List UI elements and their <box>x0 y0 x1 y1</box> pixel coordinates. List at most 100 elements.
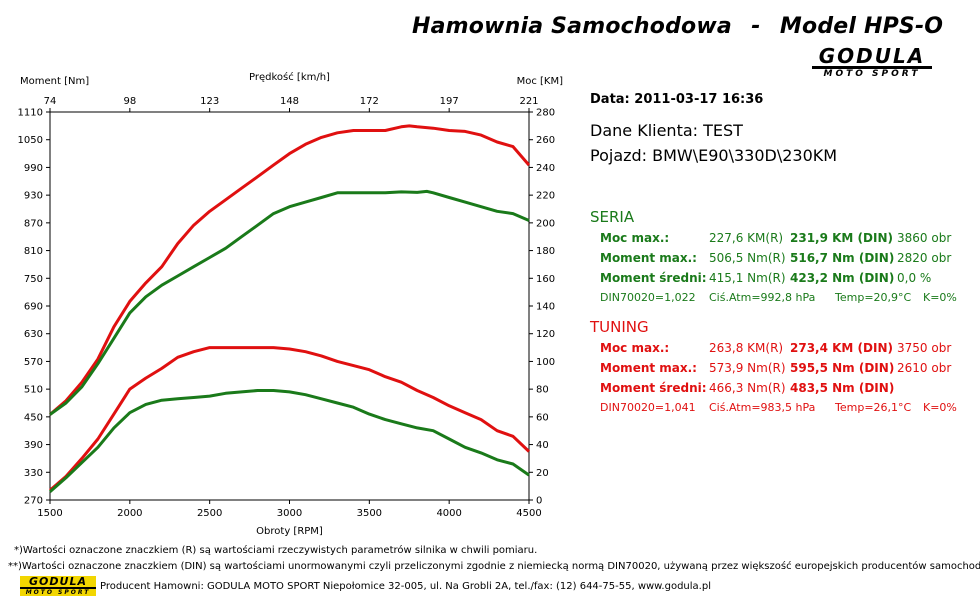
x-tick-label: 1500 <box>37 508 62 519</box>
seria-power-din: 231,9 KM (DIN) <box>790 231 893 245</box>
y-axis-left-label: Moment [Nm] <box>20 76 89 87</box>
seria-power-label: Moc max.: <box>600 231 670 245</box>
left-tick-label: 270 <box>24 496 43 507</box>
right-tick-label: 100 <box>536 357 555 368</box>
tuning-avg-label: Moment średni: <box>600 381 707 395</box>
top-tick-label: 221 <box>519 96 538 107</box>
x-tick-label: 4500 <box>516 508 541 519</box>
top-tick-label: 74 <box>44 96 57 107</box>
title-separator: - <box>751 14 761 39</box>
x-tick-label: 3000 <box>277 508 302 519</box>
left-tick-label: 390 <box>24 440 43 451</box>
top-tick-label: 148 <box>280 96 299 107</box>
y-axis-right-label: Moc [KM] <box>517 76 564 87</box>
logo-main: GODULA <box>812 46 932 69</box>
seria-avg-r: 415,1 Nm(R) <box>709 271 786 285</box>
right-tick-label: 40 <box>536 440 549 451</box>
footer-logo: GODULA MOTO SPORT <box>20 576 96 596</box>
tuning-din-factor: DIN70020=1,041 <box>600 401 696 414</box>
godula-logo: GODULA MOTO SPORT <box>812 46 932 80</box>
tuning-power-r: 263,8 KM(R) <box>709 341 784 355</box>
seria-torque-rpm: 2820 obr <box>897 251 952 265</box>
seria-power-rpm: 3860 obr <box>897 231 952 245</box>
logo-sub: MOTO SPORT <box>823 69 921 79</box>
tuning-temp: Temp=26,1°C <box>835 401 912 414</box>
left-tick-label: 510 <box>24 385 43 396</box>
tuning-torque-din: 595,5 Nm (DIN) <box>790 361 895 375</box>
footnote-din: **)Wartości oznaczone znaczkiem (DIN) są… <box>8 561 980 572</box>
left-tick-label: 450 <box>24 412 43 423</box>
right-tick-label: 200 <box>536 218 555 229</box>
top-tick-label: 172 <box>360 96 379 107</box>
footer-logo-main: GODULA <box>20 576 96 589</box>
left-tick-label: 690 <box>24 302 43 313</box>
right-tick-label: 140 <box>536 302 555 313</box>
tuning-torque-line <box>49 124 531 416</box>
seria-avg-extra: 0,0 % <box>897 271 932 285</box>
right-tick-label: 220 <box>536 191 555 202</box>
tuning-torque-rpm: 2610 obr <box>897 361 952 375</box>
tuning-power-line <box>49 346 531 492</box>
left-tick-label: 630 <box>24 329 43 340</box>
left-tick-label: 330 <box>24 468 43 479</box>
right-tick-label: 120 <box>536 329 555 340</box>
tuning-power-din: 273,4 KM (DIN) <box>790 341 893 355</box>
top-tick-label: 123 <box>200 96 219 107</box>
tuning-k: K=0% <box>923 401 957 414</box>
title-right: Model HPS-O <box>779 14 944 39</box>
seria-torque-r: 506,5 Nm(R) <box>709 251 786 265</box>
left-tick-label: 750 <box>24 274 43 285</box>
right-tick-label: 0 <box>536 496 542 507</box>
x-tick-label: 2000 <box>117 508 142 519</box>
tuning-avg-r: 466,3 Nm(R) <box>709 381 786 395</box>
tuning-avg-din: 483,5 Nm (DIN) <box>790 381 895 395</box>
x-axis-label: Obroty [RPM] <box>256 526 323 537</box>
tuning-power-label: Moc max.: <box>600 341 670 355</box>
measurement-date: Data: 2011-03-17 16:36 <box>590 92 764 107</box>
right-tick-label: 80 <box>536 385 549 396</box>
producer-info: Producent Hamowni: GODULA MOTO SPORT Nie… <box>100 581 711 592</box>
seria-torque-din: 516,7 Nm (DIN) <box>790 251 895 265</box>
client-data: Dane Klienta: TEST <box>590 121 743 140</box>
seria-k: K=0% <box>923 291 957 304</box>
right-tick-label: 180 <box>536 246 555 257</box>
tuning-title: TUNING <box>590 318 649 336</box>
title-left: Hamownia Samochodowa <box>412 14 732 39</box>
right-tick-label: 280 <box>536 108 555 119</box>
top-tick-label: 98 <box>123 96 136 107</box>
left-tick-label: 870 <box>24 218 43 229</box>
right-tick-label: 240 <box>536 163 555 174</box>
seria-avg-label: Moment średni: <box>600 271 707 285</box>
seria-atm: Ciś.Atm=992,8 hPa <box>709 291 816 304</box>
left-tick-label: 570 <box>24 357 43 368</box>
seria-power-r: 227,6 KM(R) <box>709 231 784 245</box>
tuning-torque-label: Moment max.: <box>600 361 697 375</box>
seria-title: SERIA <box>590 208 635 226</box>
footer-logo-sub: MOTO SPORT <box>25 589 91 596</box>
right-tick-label: 20 <box>536 468 549 479</box>
seria-power-line <box>49 389 530 493</box>
tuning-torque-r: 573,9 Nm(R) <box>709 361 786 375</box>
left-tick-label: 810 <box>24 246 43 257</box>
seria-torque-line <box>49 189 530 416</box>
seria-avg-din: 423,2 Nm (DIN) <box>790 271 895 285</box>
tuning-power-rpm: 3750 obr <box>897 341 952 355</box>
top-axis-label: Prędkość [km/h] <box>249 71 330 83</box>
right-tick-label: 160 <box>536 274 555 285</box>
page-title: Hamownia Samochodowa - Model HPS-O <box>412 14 943 39</box>
left-tick-label: 1050 <box>18 135 43 146</box>
tuning-atm: Ciś.Atm=983,5 hPa <box>709 401 816 414</box>
left-tick-label: 1110 <box>18 108 43 119</box>
footnote-r: *)Wartości oznaczone znaczkiem (R) są wa… <box>14 545 538 556</box>
seria-din-factor: DIN70020=1,022 <box>600 291 696 304</box>
seria-temp: Temp=20,9°C <box>835 291 912 304</box>
left-tick-label: 930 <box>24 191 43 202</box>
x-tick-label: 3500 <box>357 508 382 519</box>
x-tick-label: 2500 <box>197 508 222 519</box>
seria-torque-label: Moment max.: <box>600 251 697 265</box>
x-tick-label: 4000 <box>436 508 461 519</box>
vehicle-info: Pojazd: BMW\E90\330D\230KM <box>590 146 838 165</box>
left-tick-label: 990 <box>24 163 43 174</box>
right-tick-label: 260 <box>536 135 555 146</box>
